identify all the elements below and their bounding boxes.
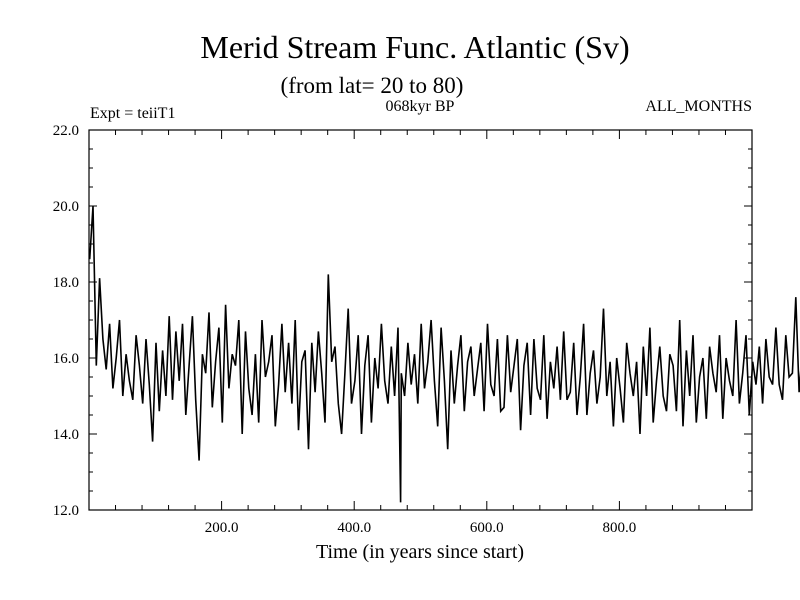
- chart-subtitle: (from lat= 20 to 80): [281, 73, 464, 98]
- x-tick-label: 400.0: [337, 520, 371, 536]
- y-tick-label: 14.0: [53, 427, 79, 443]
- period-label: 068kyr BP: [386, 98, 455, 115]
- months-label: ALL_MONTHS: [645, 98, 752, 115]
- experiment-label: Expt = teiiT1: [90, 105, 175, 122]
- y-tick-label: 20.0: [53, 199, 79, 215]
- x-tick-label: 800.0: [603, 520, 637, 536]
- y-tick-label: 16.0: [53, 351, 79, 367]
- x-tick-label: 200.0: [205, 520, 239, 536]
- y-tick-label: 12.0: [53, 503, 79, 519]
- plot-area: 12.0 14.0 16.0 18.0 20.0 22.0 200.0 400.0 600.0 8…: [53, 123, 800, 536]
- x-tick-label: 600.0: [470, 520, 504, 536]
- y-tick-label: 18.0: [53, 275, 79, 291]
- series-line: [88, 205, 800, 503]
- x-axis-label: Time (in years since start): [316, 541, 524, 563]
- y-tick-label: 22.0: [53, 123, 79, 139]
- chart-title: Merid Stream Func. Atlantic (Sv): [200, 29, 629, 65]
